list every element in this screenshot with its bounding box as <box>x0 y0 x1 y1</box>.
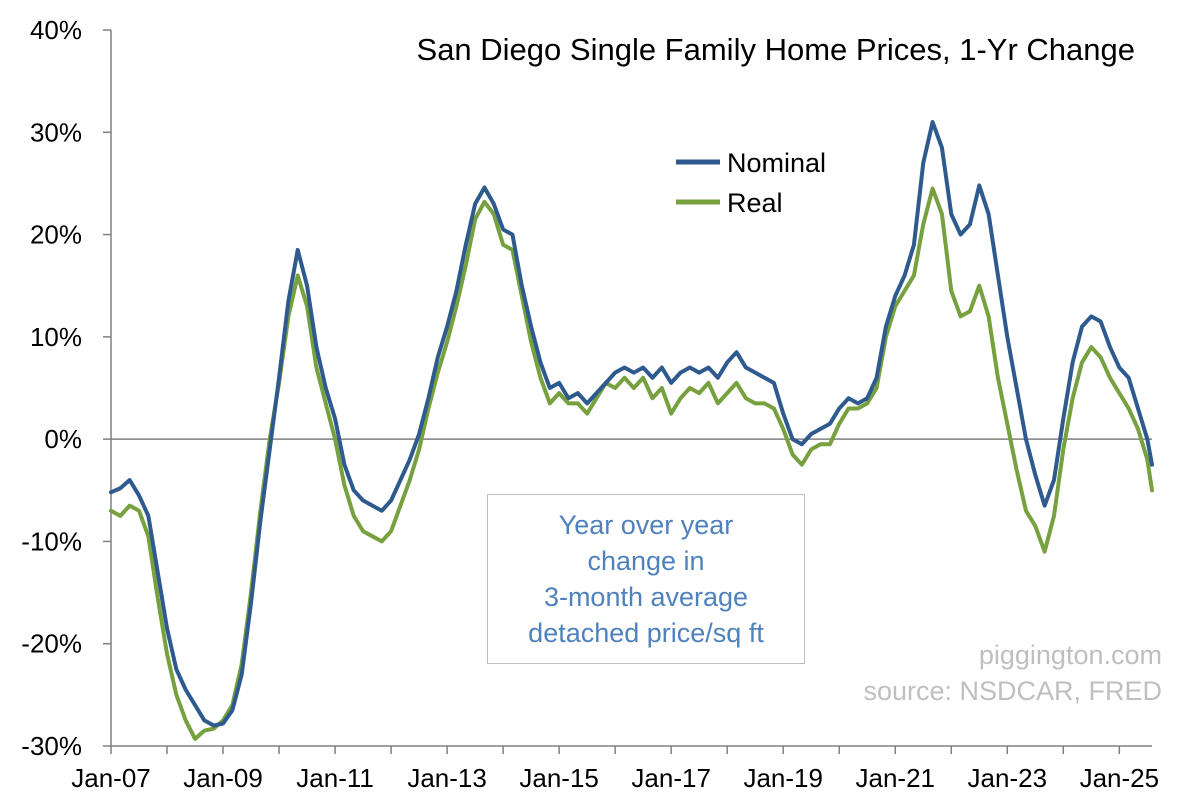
y-tick-label: 10% <box>30 322 82 352</box>
x-tick-label: Jan-21 <box>856 763 936 793</box>
annotation-line: Year over year <box>558 510 734 540</box>
x-axis-ticks: Jan-07 Jan-09 Jan-11 Jan-13 Jan-15 Jan-17 Jan-… <box>71 746 1159 793</box>
x-tick-label: Jan-15 <box>519 763 599 793</box>
y-tick-label: -30% <box>21 731 82 761</box>
annotation-box: Year over year change in 3-month average… <box>487 494 805 664</box>
y-axis-ticks: 40% 30% 20% 10% 0% -10% -20% -30% <box>21 15 111 761</box>
series-line-nominal <box>109 120 1154 728</box>
x-tick-label: Jan-17 <box>631 763 711 793</box>
y-tick-label: 0% <box>44 424 82 454</box>
series-group <box>109 120 1154 741</box>
legend: Nominal Real <box>676 148 826 218</box>
x-tick-label: Jan-13 <box>407 763 487 793</box>
annotation-line: detached price/sq ft <box>528 618 764 648</box>
annotation-line: 3-month average <box>543 582 749 612</box>
y-tick-label: 30% <box>30 117 82 147</box>
annotation-line: change in <box>587 546 705 576</box>
x-tick-label: Jan-09 <box>183 763 263 793</box>
legend-label-real: Real <box>727 188 783 218</box>
y-tick-label: 20% <box>30 220 82 250</box>
y-tick-label: -10% <box>21 526 82 556</box>
chart-title: San Diego Single Family Home Prices, 1-Y… <box>417 32 1135 67</box>
x-tick-label: Jan-07 <box>71 763 151 793</box>
credit-source: source: NSDCAR, FRED <box>863 676 1162 706</box>
x-tick-label: Jan-19 <box>743 763 823 793</box>
y-tick-label: 40% <box>30 15 82 45</box>
x-tick-label: Jan-23 <box>968 763 1048 793</box>
legend-label-nominal: Nominal <box>727 148 826 178</box>
credit-site: piggington.com <box>978 640 1162 670</box>
y-tick-label: -20% <box>21 629 82 659</box>
x-tick-label: Jan-25 <box>1080 763 1160 793</box>
x-tick-label: Jan-11 <box>296 763 374 793</box>
